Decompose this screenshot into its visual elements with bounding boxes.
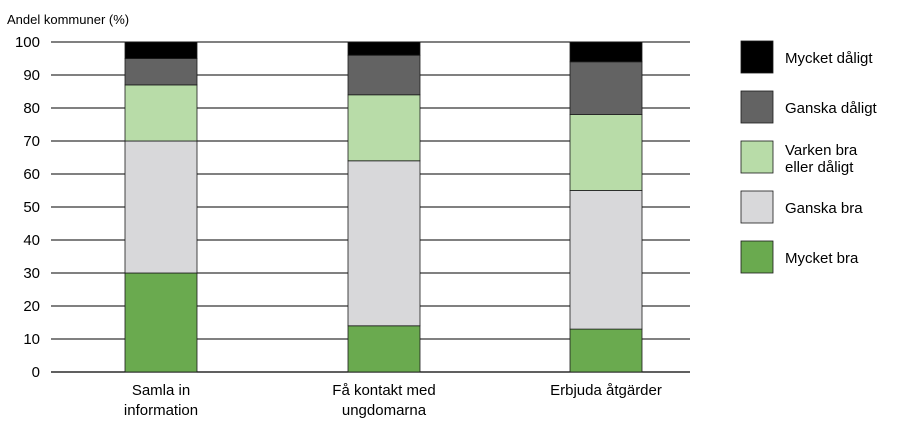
bar-segment bbox=[569, 114, 643, 191]
y-tick-label: 10 bbox=[23, 331, 40, 348]
legend-swatch bbox=[740, 90, 774, 124]
x-category-label: Samla in information bbox=[124, 382, 198, 419]
legend-swatch bbox=[740, 190, 774, 224]
legend-swatch bbox=[740, 240, 774, 274]
bar-segment bbox=[347, 325, 421, 373]
y-tick-labels: 0 10 20 30 40 50 60 70 80 90 100 bbox=[15, 34, 40, 381]
bar-segment bbox=[347, 41, 421, 56]
bar-segment bbox=[347, 160, 421, 327]
bar-segment bbox=[569, 190, 643, 330]
y-tick-label: 20 bbox=[23, 298, 40, 315]
bar-segment bbox=[124, 140, 198, 274]
bar-segment bbox=[124, 84, 198, 142]
legend-swatch bbox=[740, 40, 774, 74]
y-tick-label: 30 bbox=[23, 265, 40, 282]
x-category-labels: Samla in information Få kontakt med ungdoma… bbox=[124, 382, 662, 419]
bar-segment bbox=[124, 58, 198, 86]
y-tick-label: 70 bbox=[23, 133, 40, 150]
y-tick-label: 90 bbox=[23, 67, 40, 84]
bar-segment bbox=[124, 272, 198, 373]
bar-segment bbox=[569, 61, 643, 115]
y-tick-label: 40 bbox=[23, 232, 40, 249]
legend-swatch bbox=[740, 140, 774, 174]
y-tick-label: 50 bbox=[23, 199, 40, 216]
legend-label: Varken bra eller dåligt bbox=[785, 142, 858, 176]
y-tick-label: 0 bbox=[32, 364, 40, 381]
bar-segment bbox=[347, 54, 421, 96]
legend-label: Mycket dåligt bbox=[785, 50, 873, 67]
y-tick-label: 100 bbox=[15, 34, 40, 51]
bar-segment bbox=[124, 41, 198, 59]
legend-label: Mycket bra bbox=[785, 250, 859, 267]
legend-label: Ganska bra bbox=[785, 200, 863, 217]
y-tick-label: 80 bbox=[23, 100, 40, 117]
legend: Mycket dåligt Ganska dåligt Varken bra elle… bbox=[740, 40, 878, 274]
bars bbox=[124, 41, 643, 373]
x-category-label: Erbjuda åtgärder bbox=[550, 382, 662, 399]
y-axis-label: Andel kommuner (%) bbox=[7, 12, 129, 27]
legend-label: Ganska dåligt bbox=[785, 100, 878, 117]
bar-segment bbox=[569, 328, 643, 373]
bar-segment bbox=[569, 41, 643, 63]
x-category-label: Få kontakt med ungdomarna bbox=[332, 382, 435, 419]
y-tick-label: 60 bbox=[23, 166, 40, 183]
bar-segment bbox=[347, 94, 421, 162]
